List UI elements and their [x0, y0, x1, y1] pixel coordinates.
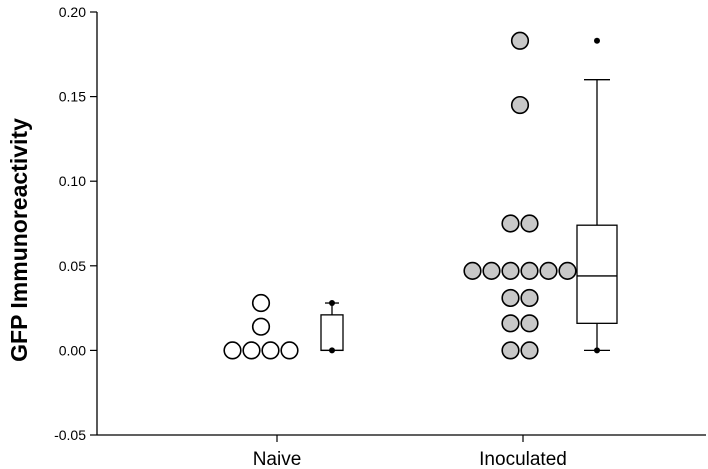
data-point: [558, 261, 577, 280]
outlier-point: [329, 300, 335, 307]
data-point: [510, 31, 530, 50]
data-point: [539, 261, 558, 280]
iqr-box: [576, 224, 618, 324]
data-point: [501, 214, 520, 233]
y-tick-label: 0.15: [59, 89, 86, 105]
data-point: [520, 261, 539, 280]
x-tick-label: Inoculated: [479, 449, 567, 469]
y-axis-label: GFP Immunoreactivity: [6, 118, 32, 362]
outlier-point: [329, 347, 335, 354]
data-point: [501, 288, 520, 308]
data-point: [520, 341, 539, 360]
data-point: [261, 341, 280, 360]
data-point: [242, 341, 261, 360]
data-point: [482, 261, 501, 280]
data-point: [251, 293, 271, 313]
data-point: [501, 341, 520, 360]
data-point: [520, 288, 539, 308]
outlier-point: [594, 347, 600, 354]
axes: -0.05 0.00 0.05 0.10 0.15 0.20 Naive Inoculated: [54, 4, 706, 469]
data-point: [463, 261, 482, 280]
data-point: [280, 341, 299, 360]
iqr-box: [320, 314, 344, 352]
data-point: [223, 341, 242, 360]
y-tick-label: 0.00: [59, 342, 86, 358]
y-tick-label: 0.05: [59, 258, 86, 274]
data-point: [520, 314, 539, 333]
data-point: [501, 314, 520, 333]
y-tick-label: 0.20: [59, 4, 86, 20]
data-point: [520, 214, 539, 233]
data-point: [501, 261, 520, 280]
data-point: [251, 317, 271, 336]
outlier-point: [594, 37, 600, 44]
y-tick-label: -0.05: [54, 427, 86, 443]
data-point: [510, 95, 530, 115]
plot-marks: [223, 31, 618, 360]
y-tick-label: 0.10: [59, 173, 86, 189]
x-tick-label: Naive: [253, 449, 302, 469]
